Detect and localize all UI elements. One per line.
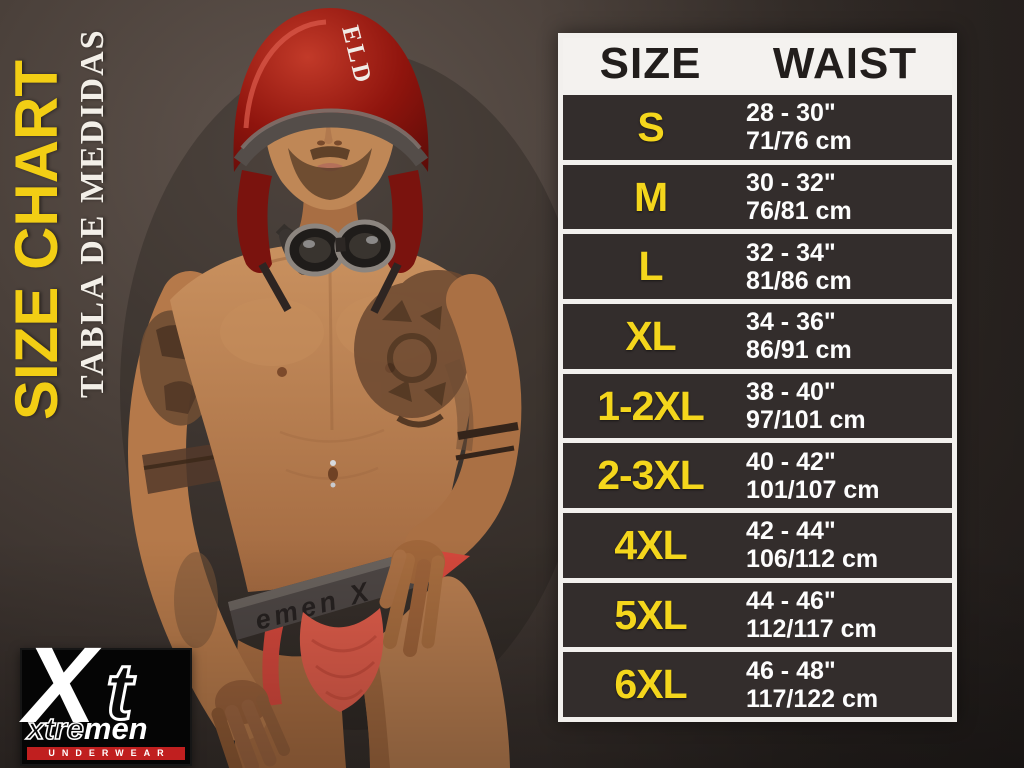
- waist-value: 32 - 34" 81/86 cm: [738, 239, 952, 295]
- waist-value: 46 - 48" 117/122 cm: [738, 657, 952, 713]
- waist-cm: 76/81 cm: [746, 197, 852, 225]
- waist-inches: 32 - 34": [746, 238, 836, 267]
- size-table-header: SIZE WAIST: [563, 38, 952, 90]
- size-label: M: [633, 173, 668, 220]
- visor: [233, 112, 429, 167]
- ear-flap: [237, 170, 272, 273]
- waist-cm: 117/122 cm: [746, 684, 879, 713]
- logo-word-outline: xtre: [26, 711, 84, 746]
- armband: [455, 445, 515, 461]
- beard: [288, 148, 372, 200]
- table-row: 6XL 46 - 48" 117/122 cm: [563, 652, 952, 718]
- waist-inches: 42 - 44": [746, 517, 836, 546]
- page-subtitle: TABLA DE MEDIDAS: [74, 28, 111, 398]
- waist-cm: 86/91 cm: [746, 336, 852, 365]
- column-header-waist: WAIST: [772, 39, 918, 88]
- left-arm: [128, 271, 269, 741]
- waist-inches: 28 - 30": [746, 99, 836, 128]
- right-arm: [404, 274, 522, 574]
- size-label: 5XL: [614, 591, 687, 638]
- table-row: 1-2XL 38 - 40" 97/101 cm: [563, 373, 952, 439]
- waist-inches: 44 - 46": [746, 587, 836, 616]
- waist-cm: 71/76 cm: [746, 127, 852, 156]
- goggles: [275, 219, 396, 277]
- waist-value: 42 - 44" 106/112 cm: [738, 517, 952, 573]
- waist-inches: 46 - 48": [746, 656, 836, 685]
- waist-value: 40 - 42" 101/107 cm: [738, 448, 952, 504]
- table-row: 4XL 42 - 44" 106/112 cm: [563, 513, 952, 578]
- size-label: 6XL: [614, 661, 687, 708]
- size-label: 2-3XL: [597, 452, 705, 499]
- helmet: ELD: [233, 8, 429, 314]
- size-label: 1-2XL: [597, 382, 705, 429]
- waist-inches: 38 - 40": [746, 378, 836, 407]
- logo-t-monogram: t: [105, 646, 135, 737]
- nipple: [277, 367, 287, 377]
- waist-value: 38 - 40" 97/101 cm: [738, 378, 952, 434]
- waist-value: 34 - 36" 86/91 cm: [738, 308, 952, 364]
- logo-wordmark: xtremen: [26, 711, 148, 746]
- armband-tattoo: [142, 443, 224, 494]
- pouch: [299, 608, 384, 712]
- forearm-tattoo: [174, 552, 218, 648]
- waist-cm: 81/86 cm: [746, 266, 852, 295]
- page-title: SIZE CHART: [3, 60, 70, 420]
- waist-value: 28 - 30" 71/76 cm: [738, 99, 952, 155]
- left-hand: [211, 680, 290, 768]
- logo-tagline: UNDERWEAR: [27, 747, 185, 760]
- logo-x-monogram: X: [24, 624, 97, 745]
- brand-logo: X t xtremen UNDERWEAR: [20, 625, 192, 766]
- jockstrap: emen X: [228, 545, 470, 712]
- table-row: M 30 - 32" 76/81 cm: [563, 164, 952, 230]
- size-label: S: [637, 103, 664, 150]
- navel: [328, 467, 338, 481]
- logo-word-solid: men: [83, 711, 148, 746]
- waist-value: 30 - 32" 76/81 cm: [738, 169, 952, 225]
- size-label: 4XL: [614, 521, 687, 568]
- size-label: L: [638, 243, 664, 290]
- table-row: L 32 - 34" 81/86 cm: [563, 234, 952, 300]
- table-row: 5XL 44 - 46" 112/117 cm: [563, 582, 952, 648]
- model-photo: emen X: [120, 8, 570, 768]
- waistband: [228, 545, 441, 640]
- waist-inches: 30 - 32": [746, 169, 836, 197]
- waist-inches: 40 - 42": [746, 447, 836, 476]
- waist-cm: 112/117 cm: [746, 615, 877, 644]
- waist-cm: 97/101 cm: [746, 406, 866, 435]
- waist-cm: 101/107 cm: [746, 475, 880, 504]
- chin-strap: [370, 262, 402, 314]
- right-hand: [379, 540, 445, 657]
- ear-flap: [388, 170, 423, 273]
- size-label: XL: [625, 312, 676, 359]
- nose: [324, 114, 333, 144]
- mustache: [310, 146, 350, 160]
- size-table: SIZE WAIST S 28 - 30" 71/76 cm M 30 - 32…: [558, 33, 957, 722]
- waist-cm: 106/112 cm: [746, 545, 879, 574]
- armband: [457, 422, 519, 440]
- torso: [170, 243, 480, 592]
- waist-inches: 34 - 36": [746, 308, 836, 337]
- column-header-size: SIZE: [599, 39, 702, 88]
- table-row: XL 34 - 36" 86/91 cm: [563, 304, 952, 369]
- table-row: 2-3XL 40 - 42" 101/107 cm: [563, 443, 952, 509]
- table-row: S 28 - 30" 71/76 cm: [563, 95, 952, 160]
- chin-strap: [258, 262, 292, 312]
- waist-value: 44 - 46" 112/117 cm: [738, 587, 952, 643]
